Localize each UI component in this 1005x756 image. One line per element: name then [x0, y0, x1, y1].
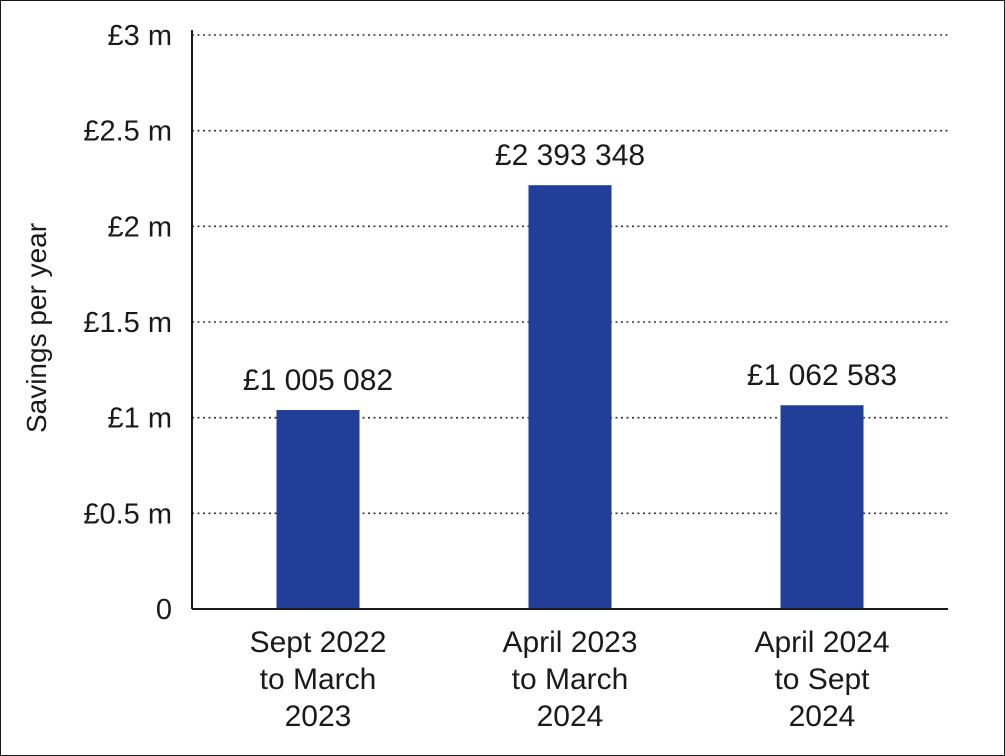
- category-label: Sept 2022 to March 2023: [250, 626, 387, 733]
- category-label-line: to March: [260, 663, 377, 696]
- bars: [276, 185, 864, 610]
- axes: [191, 30, 948, 610]
- data-label: £1 005 082: [243, 364, 393, 397]
- bar: [780, 405, 864, 609]
- data-label: £1 062 583: [747, 359, 897, 392]
- y-tick-label: £2.5 m: [83, 116, 172, 148]
- y-tick-label: £2 m: [108, 211, 172, 243]
- y-axis-label: Savings per year: [21, 223, 52, 433]
- y-tick-labels: 0 £0.5 m £1 m £1.5 m £2 m £2.5 m £3 m: [83, 20, 172, 626]
- y-tick-label: £3 m: [108, 20, 172, 52]
- category-label-line: 2023: [285, 700, 352, 733]
- category-labels: Sept 2022 to March 2023 April 2023 to March 2…: [250, 626, 890, 733]
- category-label-line: 2024: [537, 700, 604, 733]
- category-label: April 2024 to Sept 2024: [754, 626, 889, 733]
- y-tick-label: £1.5 m: [83, 307, 172, 339]
- y-tick-label: £0.5 m: [83, 498, 172, 530]
- data-labels: £1 005 082 £2 393 348 £1 062 583: [243, 139, 897, 397]
- category-label-line: to March: [512, 663, 629, 696]
- data-label: £2 393 348: [495, 139, 645, 172]
- bar: [276, 410, 360, 609]
- category-label-line: to Sept: [774, 663, 870, 696]
- y-tick-label: £1 m: [108, 403, 172, 435]
- category-label-line: April 2023: [502, 626, 637, 659]
- bar: [528, 185, 612, 610]
- category-label: April 2023 to March 2024: [502, 626, 637, 733]
- y-tick-label: 0: [156, 594, 172, 626]
- category-label-line: Sept 2022: [250, 626, 387, 659]
- category-label-line: 2024: [789, 700, 856, 733]
- category-label-line: April 2024: [754, 626, 889, 659]
